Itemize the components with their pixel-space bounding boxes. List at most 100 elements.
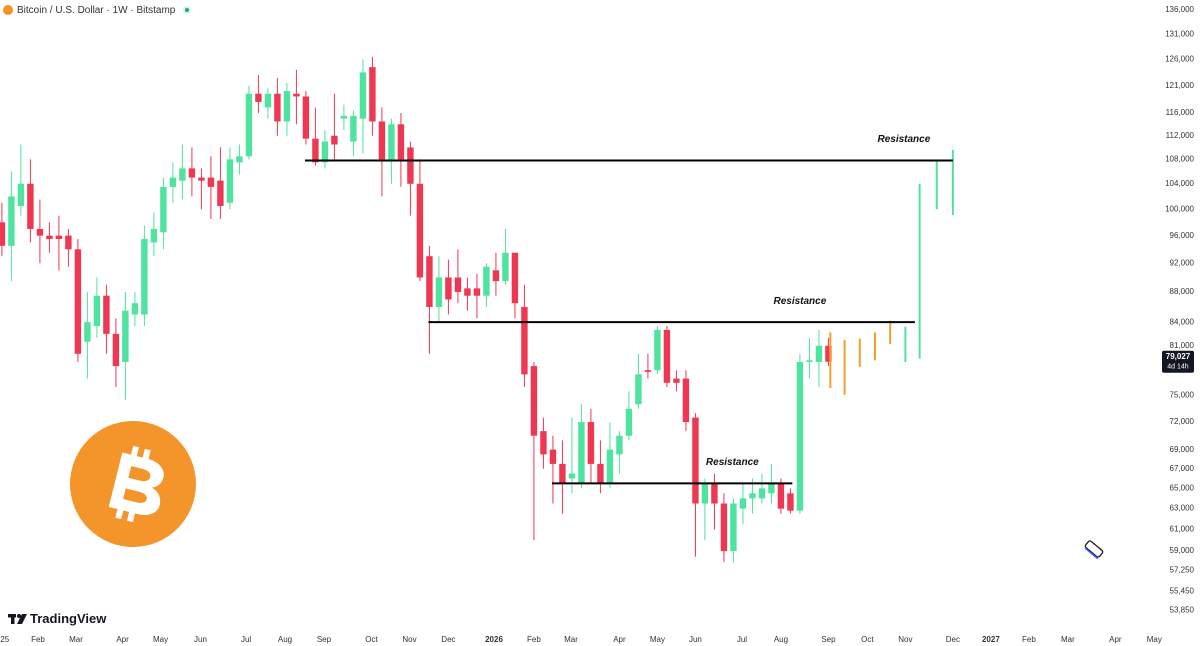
y-tick-label: 53,850	[1170, 605, 1195, 614]
y-tick-label: 55,450	[1170, 586, 1195, 595]
candle-body	[255, 93, 262, 102]
x-tick-label: Apr	[116, 635, 129, 644]
candle-body	[749, 493, 756, 499]
candle-body	[312, 138, 319, 163]
x-tick-label: Mar	[69, 635, 83, 644]
candle-body	[103, 295, 110, 334]
candle-body	[530, 366, 538, 436]
candle-body	[787, 493, 794, 511]
y-tick-label: 96,000	[1170, 231, 1195, 240]
candle-body	[635, 374, 642, 405]
logo-glyph	[108, 445, 164, 523]
candle-body	[407, 147, 414, 184]
candle-body	[397, 124, 405, 160]
x-tick-label: Jun	[689, 635, 702, 644]
candle-body	[597, 463, 604, 484]
status-dot	[185, 8, 189, 12]
candle-body	[445, 277, 452, 300]
y-tick-label: 81,000	[1170, 341, 1195, 350]
y-tick-label: 121,000	[1165, 81, 1194, 90]
candle-body	[160, 186, 167, 233]
x-tick-label: Feb	[1022, 635, 1036, 644]
candle-body	[663, 329, 671, 383]
x-tick-label: Jul	[241, 635, 251, 644]
x-tick-label: 2027	[982, 635, 1000, 644]
candle-body	[274, 93, 281, 122]
y-tick-label: 57,250	[1170, 566, 1195, 575]
candle-body	[568, 473, 576, 479]
candle-body	[350, 115, 357, 142]
candle-body	[198, 177, 205, 181]
candle-body	[825, 345, 832, 362]
watermark: TradingView	[30, 611, 107, 626]
candle-body	[426, 256, 433, 307]
candle-body	[245, 93, 253, 157]
candle-body	[711, 483, 718, 504]
candle-body	[321, 141, 329, 163]
candle-body	[188, 168, 196, 178]
candle-body	[55, 235, 63, 240]
candle-body	[150, 228, 158, 243]
y-tick-label: 67,000	[1170, 464, 1195, 473]
candle-body	[207, 177, 215, 187]
candle-body	[388, 124, 395, 160]
candle-body	[226, 159, 234, 203]
candle-body	[169, 177, 177, 187]
y-tick-label: 100,000	[1165, 204, 1194, 213]
candle-body	[283, 91, 291, 122]
y-tick-label: 112,000	[1166, 131, 1195, 140]
candle-body	[46, 235, 53, 240]
candle-body	[217, 180, 224, 206]
candle-body	[682, 378, 690, 423]
y-tick-label: 104,000	[1165, 179, 1194, 188]
candle-body	[74, 249, 82, 354]
x-tick-label: Sep	[821, 635, 836, 644]
candle-body	[359, 72, 367, 119]
cursor-body[interactable]	[1084, 540, 1104, 558]
candle-body	[815, 345, 823, 362]
x-tick-label: Aug	[774, 635, 788, 644]
bitcoin-logo	[70, 421, 196, 547]
candle-body	[692, 417, 699, 504]
candle-body	[758, 488, 766, 499]
x-tick-label: Oct	[365, 635, 378, 644]
candle-body	[502, 252, 509, 282]
x-tick-label: Jun	[194, 635, 207, 644]
resistance-label: Resistance	[706, 457, 759, 468]
candle-body	[112, 333, 120, 367]
price-label: 79,027	[1166, 352, 1191, 361]
candle-body	[796, 361, 804, 511]
candle-body	[179, 168, 186, 181]
candle-body	[264, 93, 272, 108]
candle-body	[435, 277, 443, 307]
candle-body	[369, 67, 376, 122]
candle-body	[141, 239, 148, 315]
resistance-label: Resistance	[773, 296, 826, 307]
candle-body	[378, 121, 386, 160]
logo-part	[17, 614, 21, 618]
x-tick-label: Dec	[441, 635, 455, 644]
y-tick-label: 59,000	[1170, 546, 1195, 555]
candle-body	[27, 183, 34, 229]
candle-body	[701, 483, 709, 504]
price-label-box	[1162, 350, 1194, 373]
candle-body	[0, 222, 6, 246]
y-tick-label: 88,000	[1170, 287, 1195, 296]
y-tick-label: 75,000	[1170, 391, 1195, 400]
y-tick-label: 108,000	[1165, 154, 1194, 163]
candle-body	[720, 503, 728, 552]
candle-body	[302, 96, 310, 139]
x-tick-label: Nov	[898, 635, 912, 644]
cursor-icon[interactable]	[1084, 540, 1104, 560]
tradingview-logo: TradingView	[8, 611, 107, 626]
candle-body	[521, 306, 528, 375]
candle-body	[36, 228, 44, 236]
x-tick-label: May	[1147, 635, 1162, 644]
x-tick-label: Sep	[317, 635, 332, 644]
y-tick-label: 126,000	[1165, 55, 1194, 64]
x-tick-label: Nov	[402, 635, 416, 644]
logo-part	[17, 614, 27, 624]
cursor-edge[interactable]	[1084, 547, 1099, 560]
